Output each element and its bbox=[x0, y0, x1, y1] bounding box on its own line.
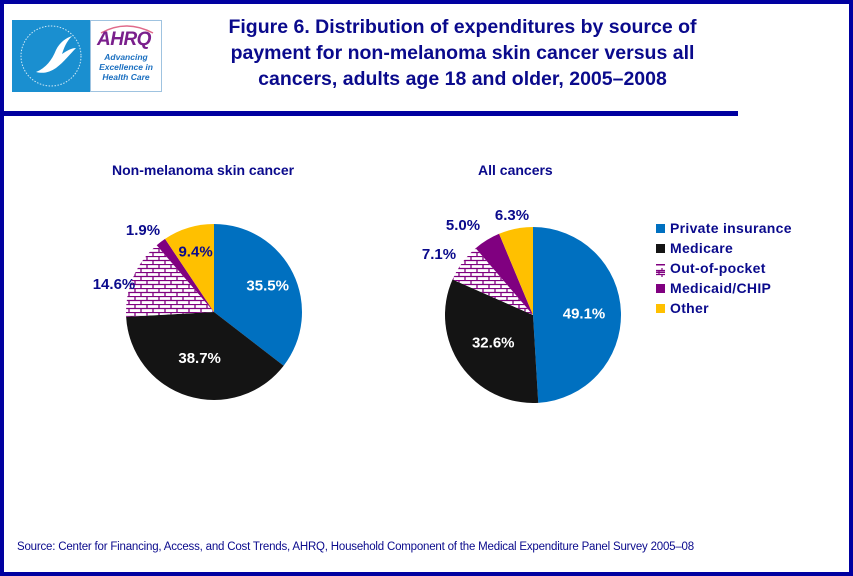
legend-label: Other bbox=[670, 300, 709, 316]
data-label-all-out-of-pocket: 7.1% bbox=[422, 246, 456, 263]
data-label-all-medicare: 32.6% bbox=[472, 335, 515, 352]
hhs-eagle-icon bbox=[12, 20, 90, 92]
ahrq-tagline: Advancing Excellence in Health Care bbox=[99, 52, 153, 82]
pie-slice-all-out-of-pocket bbox=[452, 248, 533, 315]
chart-title-non-melanoma: Non-melanoma skin cancer bbox=[112, 162, 295, 178]
legend-swatch-other bbox=[656, 303, 665, 313]
pie-slice-skin-medicare bbox=[126, 312, 284, 400]
data-label-skin-out-of-pocket: 14.6% bbox=[93, 276, 136, 293]
legend-label: Medicare bbox=[670, 240, 734, 256]
agency-logo: AHRQ Advancing Excellence in Health Care bbox=[12, 20, 162, 92]
legend-item-out-of-pocket: Out-of-pocket bbox=[656, 258, 792, 278]
data-label-all-medicaid-chip: 5.0% bbox=[446, 217, 480, 234]
data-label-all-private-insurance: 49.1% bbox=[563, 305, 606, 322]
legend-item-other: Other bbox=[656, 298, 792, 318]
legend-swatch-out-of-pocket bbox=[656, 263, 665, 277]
figure-title: Figure 6. Distribution of expenditures b… bbox=[228, 16, 697, 90]
legend: Private insurance Medicare Out-of-pocket Me… bbox=[656, 218, 792, 318]
ahrq-wordmark: AHRQ bbox=[97, 29, 151, 50]
legend-item-private-insurance: Private insurance bbox=[656, 218, 792, 238]
title-divider bbox=[0, 111, 738, 116]
data-label-all-other: 6.3% bbox=[495, 207, 529, 224]
pie-slice-skin-other bbox=[165, 224, 214, 312]
chart-title-all-cancers: All cancers bbox=[478, 162, 553, 178]
pie-slice-all-other bbox=[499, 227, 533, 315]
pie-slice-skin-medicaid-chip bbox=[156, 238, 214, 312]
ahrq-logo: AHRQ Advancing Excellence in Health Care bbox=[90, 20, 162, 92]
legend-swatch-private-insurance bbox=[656, 223, 665, 233]
pie-slice-skin-out-of-pocket bbox=[126, 245, 214, 317]
legend-label: Out-of-pocket bbox=[670, 260, 766, 276]
legend-label: Medicaid/CHIP bbox=[670, 280, 772, 296]
legend-swatch-medicare bbox=[656, 243, 665, 253]
source-note: Source: Center for Financing, Access, an… bbox=[17, 541, 694, 553]
legend-item-medicare: Medicare bbox=[656, 238, 792, 258]
legend-swatch-medicaid-chip bbox=[656, 283, 665, 293]
legend-item-medicaid-chip: Medicaid/CHIP bbox=[656, 278, 792, 298]
data-label-skin-other: 9.4% bbox=[178, 243, 212, 260]
pie-slice-all-medicare bbox=[445, 279, 539, 403]
pie-slice-skin-private-insurance bbox=[214, 224, 303, 366]
data-label-skin-medicaid-chip: 1.9% bbox=[126, 222, 160, 239]
pie-slice-all-private-insurance bbox=[533, 227, 622, 403]
data-label-skin-medicare: 38.7% bbox=[178, 350, 221, 367]
pie-slice-all-medicaid-chip bbox=[475, 233, 533, 315]
data-label-skin-private-insurance: 35.5% bbox=[246, 278, 289, 295]
legend-label: Private insurance bbox=[670, 220, 792, 236]
